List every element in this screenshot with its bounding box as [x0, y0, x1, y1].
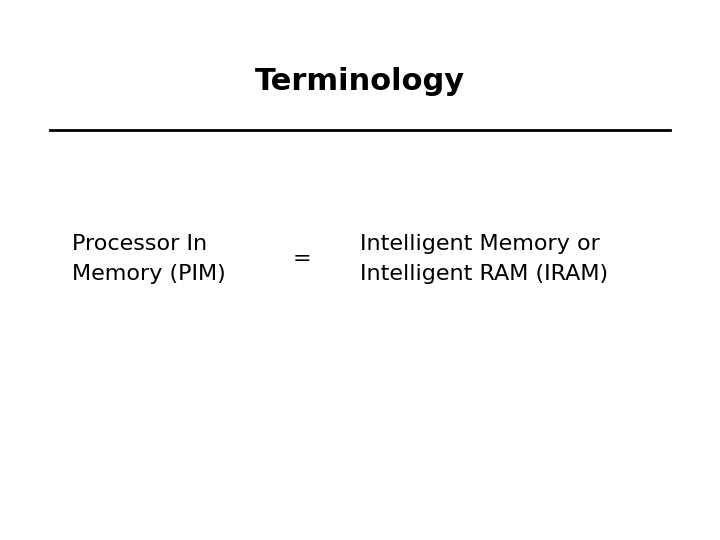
Text: Processor In
Memory (PIM): Processor In Memory (PIM) — [72, 234, 226, 284]
Text: Terminology: Terminology — [255, 66, 465, 96]
Text: Intelligent Memory or
Intelligent RAM (IRAM): Intelligent Memory or Intelligent RAM (I… — [360, 234, 608, 284]
Text: =: = — [293, 249, 312, 269]
